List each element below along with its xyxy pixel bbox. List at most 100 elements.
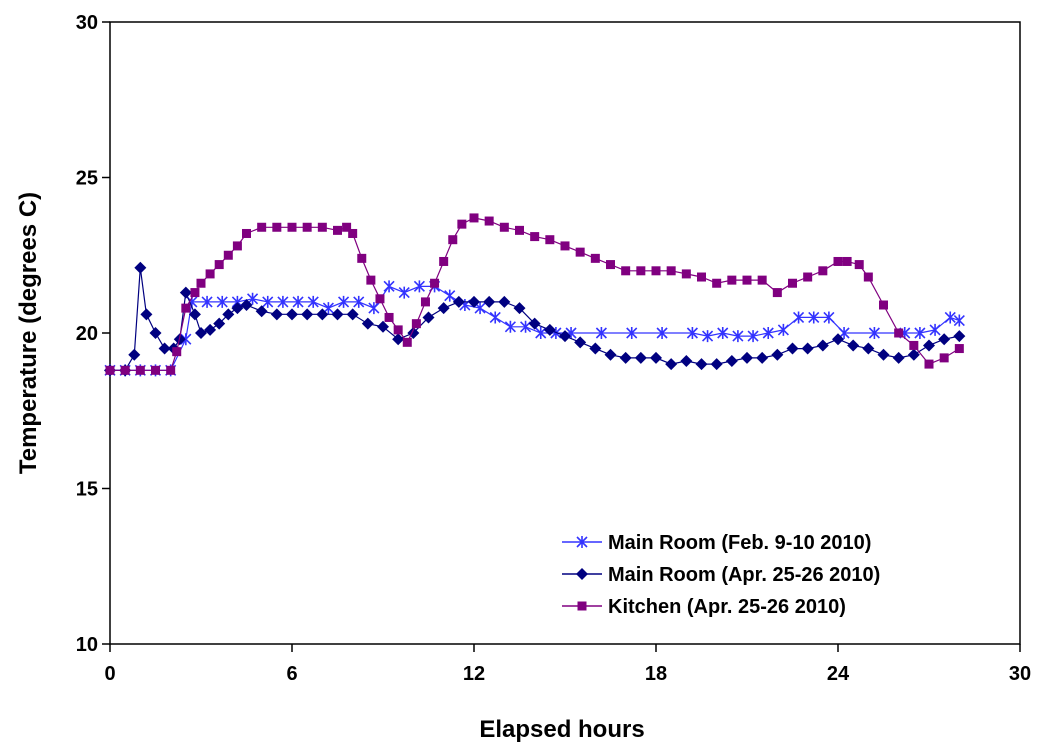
data-point xyxy=(272,222,282,232)
data-point xyxy=(762,327,774,339)
data-point xyxy=(255,305,268,318)
data-point xyxy=(181,303,191,313)
data-point xyxy=(560,241,570,251)
data-point xyxy=(545,235,555,245)
data-point xyxy=(818,266,828,276)
data-point xyxy=(368,302,380,315)
x-tick-label: 0 xyxy=(104,663,115,685)
data-point xyxy=(231,302,244,315)
data-point xyxy=(939,353,949,363)
data-point xyxy=(636,266,646,276)
data-point xyxy=(938,333,951,346)
data-point xyxy=(270,308,283,321)
data-point xyxy=(383,280,395,293)
data-point xyxy=(924,359,934,369)
data-point xyxy=(128,348,141,361)
legend-item-1: Main Room (Feb. 9-10 2010) xyxy=(562,532,871,554)
data-point xyxy=(348,228,358,238)
data-point xyxy=(833,256,843,266)
data-point xyxy=(214,260,224,270)
y-tick-label: 15 xyxy=(76,479,98,501)
data-point xyxy=(634,351,647,364)
data-point xyxy=(681,269,691,279)
data-point xyxy=(135,365,145,375)
y-tick-label: 20 xyxy=(76,323,98,345)
legend-label: Main Room (Apr. 25-26 2010) xyxy=(608,564,880,586)
data-point xyxy=(793,311,805,324)
data-point xyxy=(665,358,678,371)
data-point xyxy=(742,275,752,285)
data-point xyxy=(179,286,192,299)
data-point xyxy=(953,314,965,327)
data-point xyxy=(868,327,880,339)
data-point xyxy=(697,272,706,282)
data-point xyxy=(650,351,662,364)
data-point xyxy=(863,272,873,282)
data-point xyxy=(342,222,352,232)
data-point xyxy=(205,269,215,279)
data-point xyxy=(695,358,708,371)
data-point xyxy=(402,337,412,347)
data-point xyxy=(439,256,449,266)
data-point xyxy=(626,327,638,339)
data-point xyxy=(338,295,350,308)
data-point xyxy=(954,344,964,354)
data-point xyxy=(468,295,480,308)
data-point xyxy=(907,348,920,361)
data-point xyxy=(190,288,200,298)
data-point xyxy=(242,228,251,238)
data-point xyxy=(204,323,217,336)
data-point xyxy=(786,342,799,355)
data-point xyxy=(240,299,253,312)
data-point xyxy=(469,213,479,223)
data-point xyxy=(158,342,171,355)
series-3 xyxy=(105,213,964,375)
data-point xyxy=(353,295,365,308)
data-point xyxy=(801,342,814,355)
y-axis: 10 15 20 25 30 xyxy=(76,12,110,656)
data-point xyxy=(842,256,852,266)
data-point xyxy=(489,311,501,324)
data-point xyxy=(151,365,160,375)
data-point xyxy=(756,351,769,364)
data-point xyxy=(499,222,509,232)
data-point xyxy=(377,320,389,333)
data-point xyxy=(651,266,661,276)
data-point xyxy=(172,347,182,357)
data-point xyxy=(816,339,829,352)
data-point xyxy=(398,286,410,299)
data-point xyxy=(909,340,919,350)
data-point xyxy=(437,302,450,315)
y-tick-label: 25 xyxy=(76,168,98,190)
x-axis-title: Elapsed hours xyxy=(479,716,644,743)
data-point xyxy=(504,320,516,333)
data-point xyxy=(712,278,722,288)
data-point xyxy=(149,327,162,339)
data-point xyxy=(188,308,201,321)
data-point xyxy=(302,222,312,232)
data-point xyxy=(862,342,875,355)
data-point xyxy=(411,319,421,329)
data-point xyxy=(914,327,926,339)
data-point xyxy=(366,275,376,285)
data-point xyxy=(515,225,524,235)
data-point xyxy=(357,253,367,263)
data-point xyxy=(854,260,864,270)
data-point xyxy=(892,351,905,364)
data-point xyxy=(498,295,511,308)
data-point xyxy=(530,232,540,242)
data-point xyxy=(420,297,430,307)
data-point xyxy=(702,330,714,343)
data-point xyxy=(513,302,526,315)
data-point xyxy=(847,339,860,352)
legend-label: Main Room (Feb. 9-10 2010) xyxy=(608,532,871,554)
data-point xyxy=(771,348,784,361)
data-point xyxy=(140,308,153,321)
legend-label: Kitchen (Apr. 25-26 2010) xyxy=(608,596,846,618)
data-point xyxy=(619,351,632,364)
data-point xyxy=(725,354,738,367)
data-point xyxy=(879,300,888,310)
data-point xyxy=(559,330,571,343)
x-tick-label: 24 xyxy=(827,663,850,685)
